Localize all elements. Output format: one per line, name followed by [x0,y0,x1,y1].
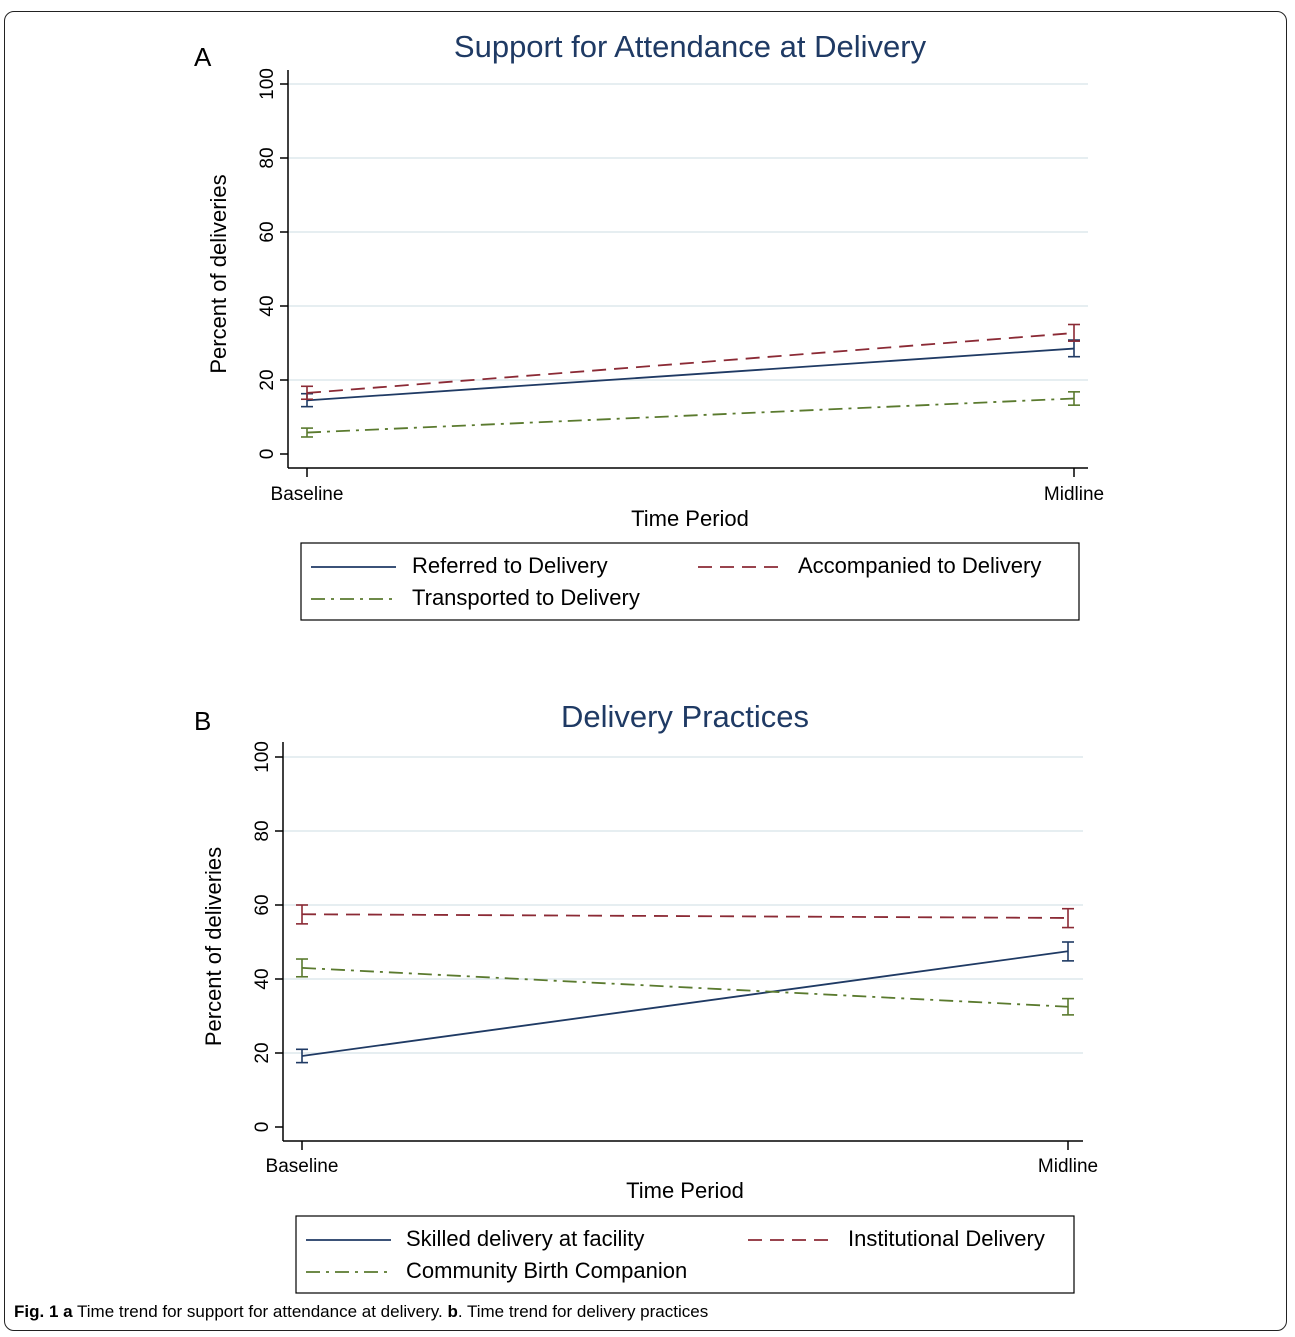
panel-b-title: Delivery Practices [561,699,809,734]
panel-a-y-axis-label: Percent of deliveries [206,174,231,373]
panel-b-series-line-skilled-delivery-at-facility [301,950,1069,1057]
panel-b-x-tick-label: Midline [1038,1156,1098,1177]
panel-a-x-axis-label: Time Period [631,506,749,531]
panel-a-legend-label-accompanied-to-delivery: Accompanied to Delivery [798,553,1041,578]
panel-b-legend-label-institutional-delivery: Institutional Delivery [848,1226,1045,1251]
panel-a-series-line-accompanied-to-delivery [306,332,1075,394]
panel-a-y-tick-label: 40 [257,295,278,316]
panel-a-title: Support for Attendance at Delivery [454,29,927,64]
panel-a-series-line-referred-to-delivery [306,347,1075,402]
panel-b-y-tick-label: 100 [252,741,273,773]
panel-a-legend-label-transported-to-delivery: Transported to Delivery [412,585,640,610]
caption-b-label: b [447,1302,458,1321]
caption-a-label: a [63,1302,73,1321]
panel-b-x-tick-label: Baseline [266,1156,339,1177]
panel-a-y-tick-label: 0 [257,449,278,460]
panel-b-y-tick-label: 80 [252,820,273,841]
panel-b-legend-label-skilled-delivery-at-facility: Skilled delivery at facility [406,1226,644,1251]
panel-a-y-tick-label: 20 [257,369,278,390]
panel-b-label: B [194,706,211,736]
panel-a-x-tick-label: Midline [1044,484,1104,505]
panel-a-x-tick-label: Baseline [271,484,344,505]
panel-b-y-tick-label: 60 [252,894,273,915]
panel-a-legend-label-referred-to-delivery: Referred to Delivery [412,553,608,578]
panel-a-y-tick-label: 80 [257,147,278,168]
panel-b-legend-label-community-birth-companion: Community Birth Companion [406,1258,687,1283]
panel-a-y-tick-label: 60 [257,221,278,242]
panel-b-legend-box [295,1215,1075,1294]
panel-b-y-axis-label: Percent of deliveries [201,847,226,1046]
panel-b-series-line-community-birth-companion [301,967,1069,1008]
panel-a-y-tick-label: 100 [257,68,278,100]
panel-b-x-axis-label: Time Period [626,1178,744,1203]
figure-frame [4,11,1287,1331]
panel-b-y-tick-label: 0 [252,1122,273,1133]
figure-caption: Fig. 1 a Time trend for support for atte… [14,1302,708,1322]
caption-b-text: . Time trend for delivery practices [457,1302,709,1321]
panel-a-legend-box [300,542,1080,621]
caption-a-text: Time trend for support for attendance at… [72,1302,448,1321]
panel-b-series-line-institutional-delivery [301,913,1069,919]
panel-b-y-tick-label: 20 [252,1042,273,1063]
caption-fig-label: Fig. 1 [14,1302,59,1321]
panel-b-y-tick-label: 40 [252,968,273,989]
panel-a-series-line-transported-to-delivery [306,397,1075,434]
panel-a-label: A [194,42,212,72]
